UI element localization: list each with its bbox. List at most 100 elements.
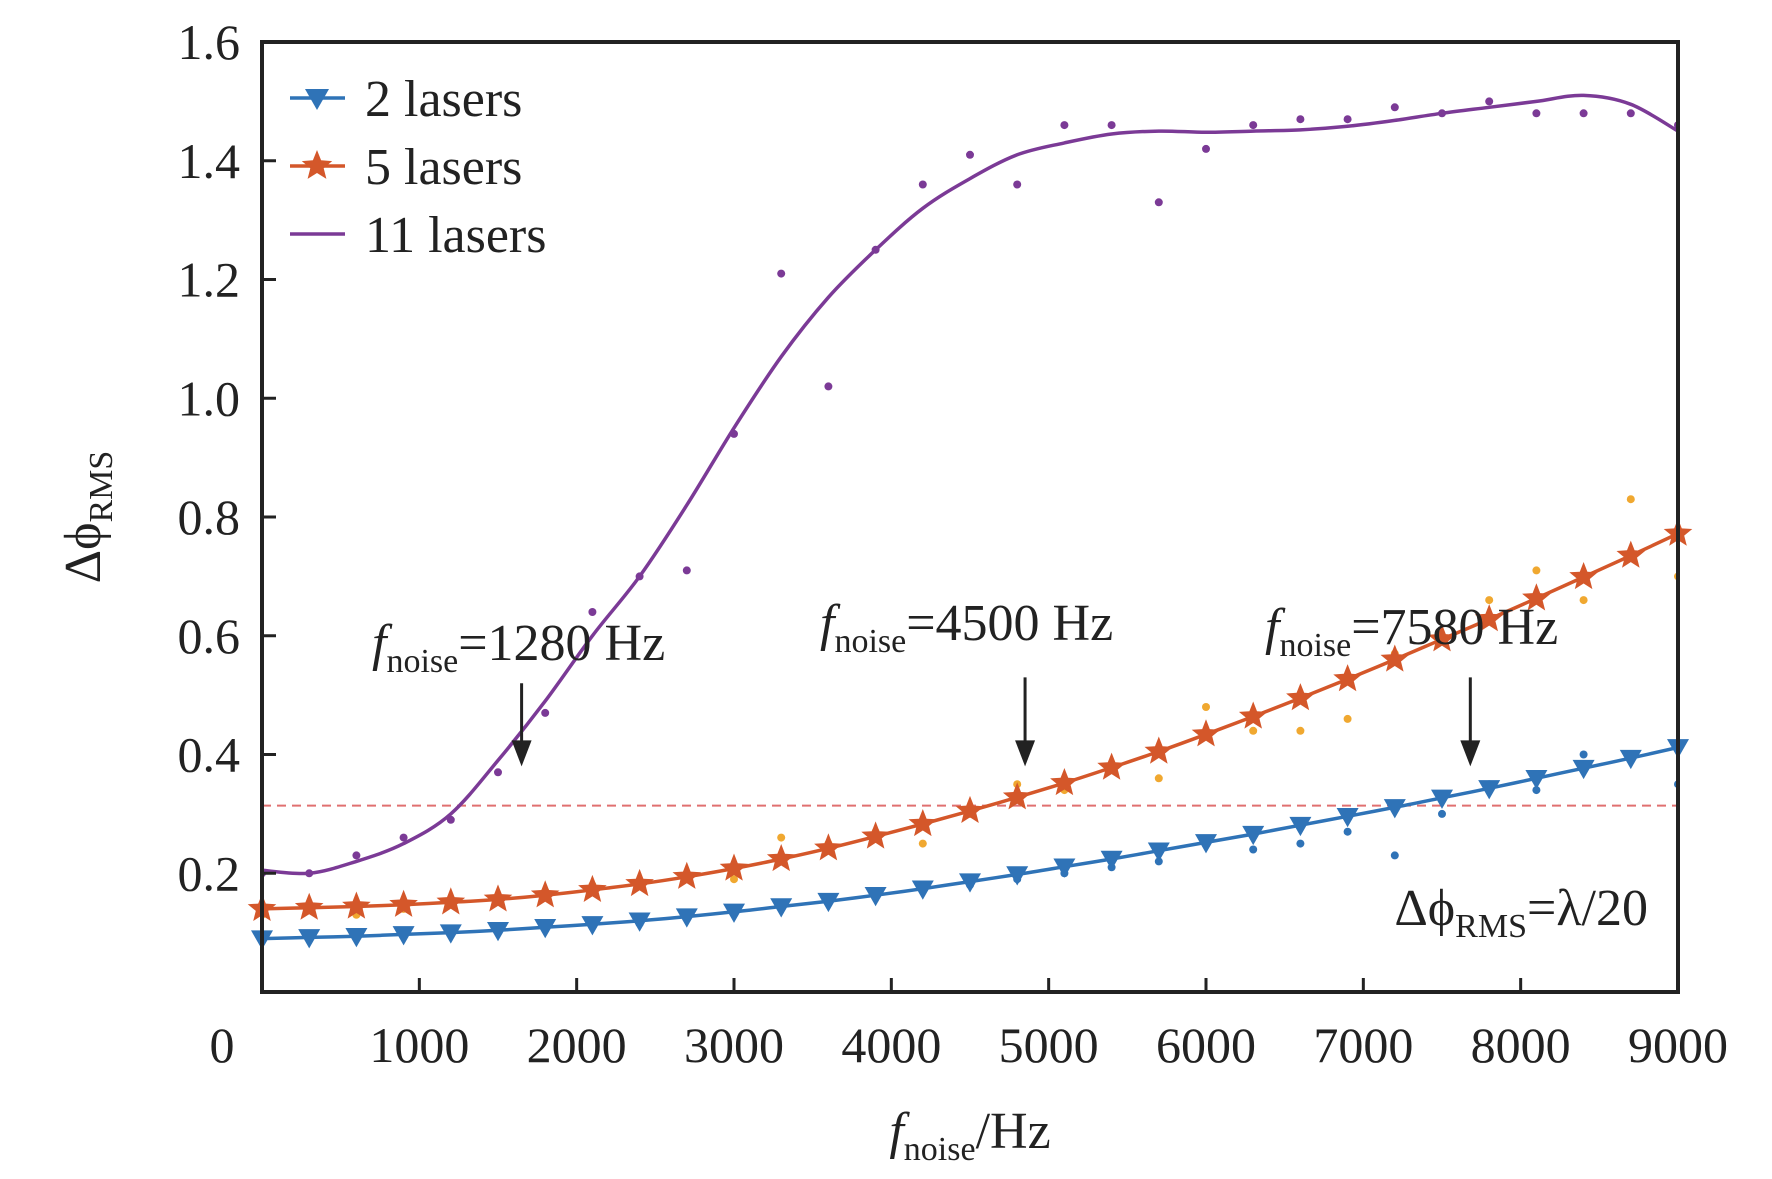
marker-2-lasers xyxy=(959,873,981,893)
marker-5-lasers xyxy=(766,844,796,872)
data-point-11-lasers xyxy=(588,608,597,616)
y-tick-label: 1.6 xyxy=(178,14,241,70)
marker-5-lasers xyxy=(1097,752,1126,780)
marker-5-lasers xyxy=(1050,768,1079,796)
marker-5-lasers xyxy=(1286,683,1315,711)
legend-label: 11 lasers xyxy=(365,207,546,264)
x-tick-label: 1000 xyxy=(369,1017,469,1073)
legend-label: 5 lasers xyxy=(365,139,522,196)
marker-5-lasers xyxy=(1569,562,1598,590)
marker-2-lasers xyxy=(534,919,557,939)
data-point-11-lasers xyxy=(1390,103,1399,112)
marker-2-lasers xyxy=(345,927,368,948)
marker-2-lasers xyxy=(1195,834,1217,854)
marker-5-lasers xyxy=(578,874,607,902)
marker-2-lasers xyxy=(770,898,793,918)
data-point-11-lasers xyxy=(1532,109,1541,118)
marker-5-lasers xyxy=(672,861,702,889)
marker-5-lasers xyxy=(1144,736,1174,764)
marker-5-lasers xyxy=(625,868,654,897)
x-tick-label: 5000 xyxy=(999,1017,1099,1073)
marker-5-lasers xyxy=(530,880,560,908)
data-point-5-lasers xyxy=(1202,703,1210,711)
x-tick-label: 3000 xyxy=(684,1017,784,1073)
data-point-5-lasers xyxy=(1249,726,1258,735)
marker-2-lasers xyxy=(487,922,509,942)
marker-2-lasers xyxy=(1619,749,1642,770)
data-point-11-lasers xyxy=(777,269,786,278)
data-point-11-lasers xyxy=(824,382,833,391)
data-point-11-lasers xyxy=(1013,180,1022,189)
marker-5-lasers xyxy=(483,884,513,912)
marker-2-lasers xyxy=(1100,850,1123,870)
data-point-11-lasers xyxy=(1579,109,1588,118)
legend-label: 2 lasers xyxy=(365,71,522,128)
annotation-label: fnoise=4500 Hz xyxy=(820,595,1113,660)
x-tick-label: 6000 xyxy=(1156,1017,1256,1073)
marker-2-lasers xyxy=(864,886,887,907)
data-point-11-lasers xyxy=(1296,115,1305,124)
marker-5-lasers xyxy=(955,795,985,823)
annotation-arrowhead xyxy=(1015,740,1036,767)
data-point-11-lasers xyxy=(1249,121,1258,130)
annotation-arrowhead xyxy=(511,740,532,767)
data-point-5-lasers xyxy=(1296,726,1305,735)
data-point-5-lasers xyxy=(1579,596,1588,605)
legend: 2 lasers 5 lasers 11 lasers xyxy=(290,71,546,264)
marker-2-lasers xyxy=(1006,866,1029,886)
y-tick-label: 0.6 xyxy=(178,608,241,664)
marker-5-lasers xyxy=(1333,664,1362,692)
data-point-5-lasers xyxy=(1343,714,1352,723)
marker-5-lasers xyxy=(294,892,324,920)
data-point-5-lasers xyxy=(1154,774,1163,783)
data-point-11-lasers xyxy=(682,566,691,575)
marker-2-lasers xyxy=(1289,816,1312,837)
y-tick-label: 1.0 xyxy=(178,370,241,426)
marker-5-lasers xyxy=(1191,719,1221,747)
y-tick-label: 0.4 xyxy=(178,727,241,783)
data-point-5-lasers xyxy=(730,875,738,884)
threshold-label-rest: =λ/20 xyxy=(1527,880,1648,937)
data-point-11-lasers xyxy=(966,150,974,159)
data-point-11-lasers xyxy=(918,180,927,189)
data-point-5-lasers xyxy=(1485,596,1494,605)
marker-5-lasers xyxy=(389,889,418,917)
data-point-11-lasers xyxy=(1154,198,1163,207)
marker-2-lasers xyxy=(911,880,934,900)
annotation-arrowhead xyxy=(1460,740,1481,767)
x-axis-label-unit: /Hz xyxy=(976,1103,1051,1160)
series-line-5-lasers xyxy=(262,532,1678,911)
marker-2-lasers xyxy=(675,908,698,928)
annotation-label: fnoise=7580 Hz xyxy=(1265,599,1558,664)
marker-2-lasers xyxy=(1525,770,1548,790)
annotation-label: fnoise=1280 Hz xyxy=(372,615,665,680)
data-point-5-lasers xyxy=(777,833,786,842)
marker-2-lasers xyxy=(439,924,462,944)
marker-2-lasers xyxy=(1572,759,1595,780)
marker-2-lasers xyxy=(1147,842,1170,862)
data-point-2-lasers xyxy=(1390,851,1399,860)
marker-2-lasers xyxy=(1478,780,1501,800)
marker-2-lasers xyxy=(1242,825,1265,846)
threshold-label: ΔϕRMS=λ/20 xyxy=(1394,880,1648,945)
marker-2-lasers xyxy=(1383,799,1406,819)
data-point-5-lasers xyxy=(918,839,927,848)
marker-2-lasers xyxy=(723,903,745,923)
data-point-11-lasers xyxy=(1060,121,1069,130)
threshold-label-sub: RMS xyxy=(1455,908,1527,945)
y-axis-label-main: Δϕ xyxy=(55,523,112,584)
x-tick-label: 8000 xyxy=(1471,1017,1571,1073)
marker-2-lasers xyxy=(1053,858,1076,878)
data-point-11-lasers xyxy=(1485,97,1494,106)
annotation-layer: fnoise=1280 Hz fnoise=4500 Hz fnoise=7580 … xyxy=(372,595,1558,767)
marker-2-lasers xyxy=(817,892,840,913)
marker-5-lasers xyxy=(1238,701,1268,729)
data-point-11-lasers xyxy=(541,708,550,717)
x-axis-label-sub: noise xyxy=(904,1131,976,1168)
x-tick-label: 0 xyxy=(210,1017,235,1073)
legend-marker xyxy=(301,150,333,179)
x-tick-label: 7000 xyxy=(1313,1017,1413,1073)
marker-5-lasers xyxy=(1002,782,1032,810)
marker-5-lasers xyxy=(342,891,371,919)
